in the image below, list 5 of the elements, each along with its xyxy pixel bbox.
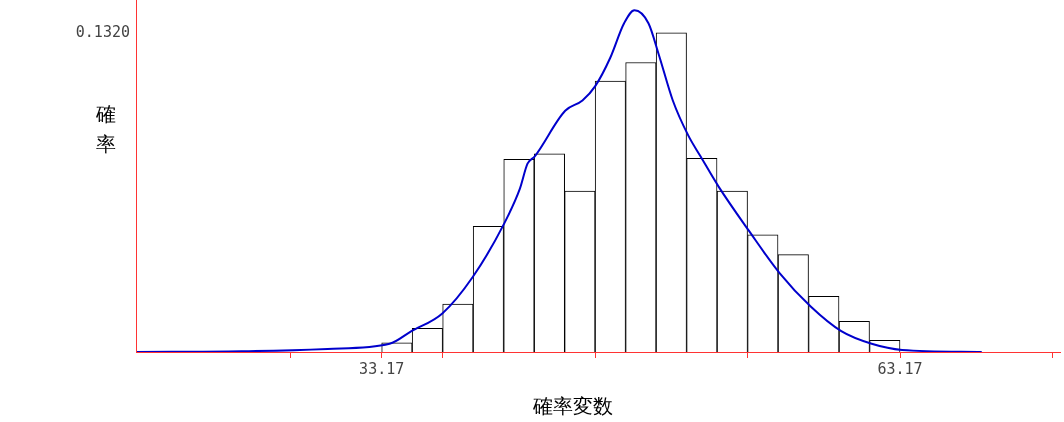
text: 0.1320	[75, 22, 130, 41]
x-tick-label: 33.17	[359, 359, 405, 378]
x-axis-title: 確率変数	[532, 394, 613, 419]
x-tick-label: 63.17	[877, 359, 923, 378]
y-axis-title: 確率	[95, 102, 116, 157]
